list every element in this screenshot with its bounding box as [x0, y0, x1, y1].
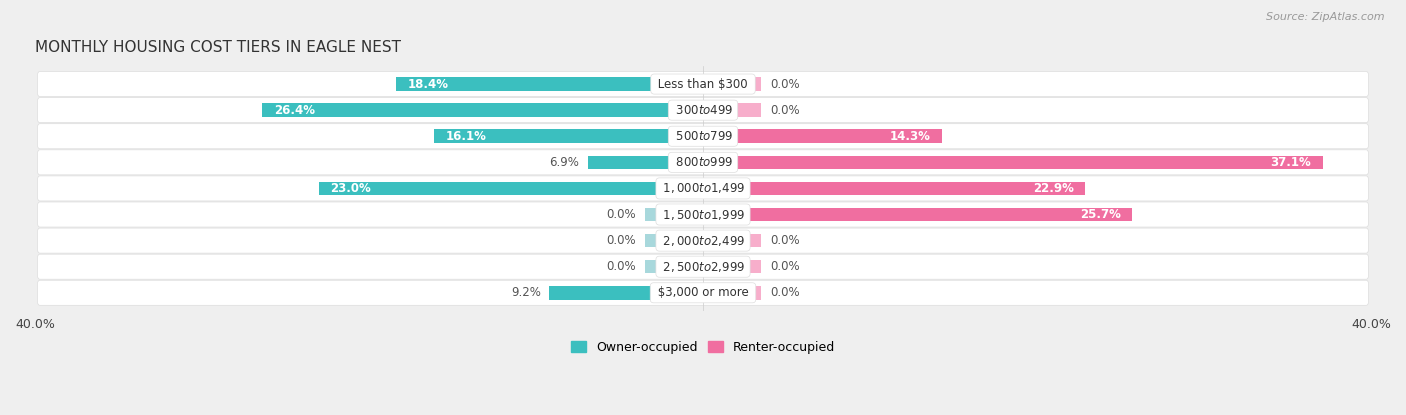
Text: 37.1%: 37.1%	[1270, 156, 1310, 169]
Bar	[434, 129, 703, 143]
Text: 18.4%: 18.4%	[408, 78, 449, 90]
Bar	[703, 129, 942, 143]
FancyBboxPatch shape	[38, 71, 1368, 97]
Text: 0.0%: 0.0%	[606, 234, 636, 247]
Text: Less than $300: Less than $300	[654, 78, 752, 90]
Text: MONTHLY HOUSING COST TIERS IN EAGLE NEST: MONTHLY HOUSING COST TIERS IN EAGLE NEST	[35, 40, 401, 55]
Bar	[703, 234, 762, 247]
FancyBboxPatch shape	[38, 124, 1368, 149]
FancyBboxPatch shape	[38, 98, 1368, 123]
Text: $500 to $799: $500 to $799	[672, 130, 734, 143]
Bar	[588, 156, 703, 169]
Bar	[703, 182, 1085, 195]
FancyBboxPatch shape	[38, 202, 1368, 227]
FancyBboxPatch shape	[38, 228, 1368, 253]
Text: 26.4%: 26.4%	[274, 104, 315, 117]
Bar	[644, 260, 703, 273]
Text: 14.3%: 14.3%	[889, 130, 931, 143]
Bar	[703, 260, 762, 273]
Text: 0.0%: 0.0%	[770, 286, 800, 299]
Bar	[703, 208, 1132, 221]
Text: $2,000 to $2,499: $2,000 to $2,499	[659, 234, 747, 248]
Bar	[319, 182, 703, 195]
Text: $800 to $999: $800 to $999	[672, 156, 734, 169]
Bar	[703, 156, 1323, 169]
Text: $300 to $499: $300 to $499	[672, 104, 734, 117]
Text: 0.0%: 0.0%	[770, 104, 800, 117]
Bar	[262, 103, 703, 117]
Text: 0.0%: 0.0%	[770, 78, 800, 90]
FancyBboxPatch shape	[38, 254, 1368, 279]
Text: 22.9%: 22.9%	[1033, 182, 1074, 195]
Text: 0.0%: 0.0%	[606, 260, 636, 273]
Legend: Owner-occupied, Renter-occupied: Owner-occupied, Renter-occupied	[567, 336, 839, 359]
Bar	[644, 208, 703, 221]
Text: 9.2%: 9.2%	[512, 286, 541, 299]
Text: 25.7%: 25.7%	[1080, 208, 1121, 221]
FancyBboxPatch shape	[38, 280, 1368, 305]
Text: 16.1%: 16.1%	[446, 130, 486, 143]
Bar	[703, 77, 762, 91]
Text: $2,500 to $2,999: $2,500 to $2,999	[659, 260, 747, 274]
Text: 0.0%: 0.0%	[606, 208, 636, 221]
Bar	[703, 103, 762, 117]
Text: $1,000 to $1,499: $1,000 to $1,499	[659, 181, 747, 195]
Text: Source: ZipAtlas.com: Source: ZipAtlas.com	[1267, 12, 1385, 22]
Bar	[644, 234, 703, 247]
Bar	[550, 286, 703, 300]
Bar	[703, 286, 762, 300]
Text: 0.0%: 0.0%	[770, 260, 800, 273]
Text: $1,500 to $1,999: $1,500 to $1,999	[659, 208, 747, 222]
Text: 0.0%: 0.0%	[770, 234, 800, 247]
Bar	[395, 77, 703, 91]
Text: 23.0%: 23.0%	[330, 182, 371, 195]
Text: $3,000 or more: $3,000 or more	[654, 286, 752, 299]
Text: 6.9%: 6.9%	[550, 156, 579, 169]
FancyBboxPatch shape	[38, 150, 1368, 175]
FancyBboxPatch shape	[38, 176, 1368, 201]
